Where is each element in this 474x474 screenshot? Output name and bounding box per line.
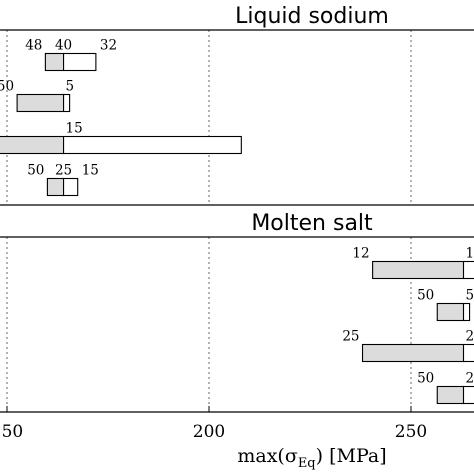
bar-segment-grey — [16, 93, 65, 113]
bar-segment-grey — [0, 135, 65, 155]
bars-molten-salt — [361, 260, 474, 405]
bar-segment-white — [63, 93, 71, 113]
panel-molten-salt: Molten salt 12 10 50 5 25 20 50 25 — [0, 211, 474, 413]
grid-lines-bottom — [6, 237, 412, 412]
panel-liquid-sodium: Liquid sodium 4840325052015502515 — [0, 4, 474, 206]
bar-labels-molten-salt: 12 10 50 5 25 20 50 25 — [342, 246, 474, 387]
bar-segment-white — [462, 302, 471, 322]
bar-value-label: 25 — [466, 371, 474, 387]
bar-value-label: 12 — [352, 246, 369, 262]
bar-value-label: 15 — [66, 121, 83, 137]
bar-value-label: 25 — [55, 163, 72, 179]
bars-liquid-sodium — [0, 52, 242, 197]
bar-segment-white — [63, 177, 79, 197]
bar-value-label: 40 — [55, 38, 72, 54]
bar-segment-white — [462, 385, 474, 405]
bar-segment-grey — [44, 52, 65, 72]
bar-segment-grey — [436, 385, 465, 405]
x-axis-ticks: 150 200 250 — [0, 406, 427, 442]
bar-value-label: 5 — [466, 288, 474, 304]
bar-labels-liquid-sodium: 4840325052015502515 — [0, 38, 117, 179]
bar-segment-grey — [46, 177, 65, 197]
bar-value-label: 50 — [417, 288, 434, 304]
bar-segment-grey — [361, 343, 465, 363]
bar-value-label: 50 — [417, 371, 434, 387]
x-tick-label: 200 — [193, 422, 225, 442]
panel-title-molten-salt: Molten salt — [251, 211, 373, 236]
bar-value-label: 50 — [0, 79, 14, 95]
bar-segment-white — [462, 343, 474, 363]
bar-segment-white — [462, 260, 474, 280]
x-tick-label: 250 — [395, 422, 427, 442]
bar-value-label: 32 — [100, 38, 117, 54]
bar-value-label: 48 — [25, 38, 42, 54]
bar-segment-grey — [372, 260, 465, 280]
bar-segment-white — [63, 52, 97, 72]
bar-value-label: 50 — [27, 163, 44, 179]
panel-title-liquid-sodium: Liquid sodium — [235, 4, 389, 29]
bar-segment-white — [63, 135, 242, 155]
bar-segment-grey — [436, 302, 465, 322]
x-tick-label: 150 — [0, 422, 23, 442]
bar-value-label: 20 — [466, 329, 474, 345]
x-axis-label: max(σEq) [MPa] — [237, 445, 386, 471]
bar-value-label: 25 — [342, 329, 359, 345]
grid-lines-top — [6, 30, 412, 205]
bar-value-label: 15 — [82, 163, 99, 179]
bar-value-label: 10 — [466, 246, 474, 262]
bar-value-label: 5 — [66, 79, 75, 95]
